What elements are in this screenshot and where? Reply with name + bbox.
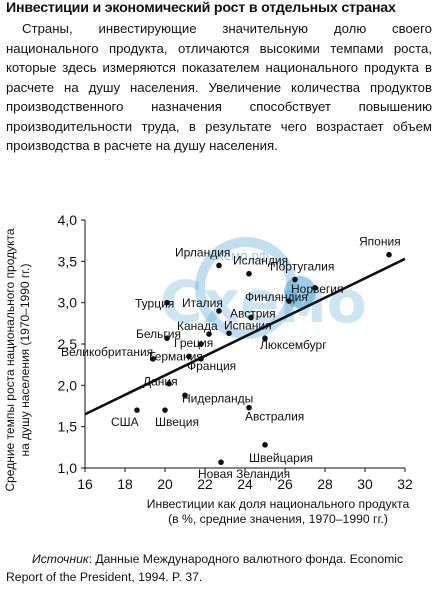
intro-paragraph: Страны, инвестирующие значительную долю … [6, 19, 432, 156]
point-label: Австралия [245, 410, 304, 424]
source-line: Источник: Данные Международного валютног… [6, 550, 432, 586]
data-point [386, 251, 392, 258]
point-label: Греция [174, 336, 213, 350]
x-tick-label: 26 [277, 476, 293, 492]
data-point [150, 356, 156, 362]
x-axis-label: (в %, средние значения, 1970–1990 гг.) [168, 512, 388, 526]
source-text: : Данные Международного валютного фонда.… [6, 552, 404, 584]
data-point [262, 442, 268, 448]
point-label: Швеция [155, 415, 199, 429]
data-points [134, 251, 392, 466]
source-label: Источник [32, 552, 89, 566]
data-point [166, 380, 172, 387]
point-label: Канада [177, 319, 218, 333]
data-point [198, 356, 204, 362]
y-tick-label: 3,0 [58, 295, 78, 311]
point-label: Ирландия [175, 245, 230, 259]
point-label: Великобритания [61, 345, 153, 359]
watermark-dot [284, 276, 316, 308]
data-point [198, 341, 204, 347]
y-tick-label: 1,5 [58, 419, 78, 435]
point-label: Бельгия [136, 327, 181, 341]
data-point [286, 298, 292, 304]
point-label: Португалия [270, 260, 334, 274]
x-tick-label: 32 [397, 476, 413, 492]
point-label: Испания [224, 318, 272, 332]
data-point [226, 330, 232, 337]
point-label: Финляндия [245, 290, 308, 304]
y-tick-label: 1,0 [58, 460, 78, 476]
data-point [206, 331, 212, 337]
data-point [134, 407, 140, 413]
x-tick-label: 24 [237, 476, 253, 492]
x-axis-label: Инвестиции как доля национального продук… [147, 497, 410, 511]
point-label: Новая Зеландия [198, 467, 290, 481]
watermark-text: Схемо [160, 268, 367, 336]
point-label: Швейцария [249, 451, 313, 465]
point-label: Франция [187, 359, 236, 373]
data-point [164, 335, 170, 342]
point-label: Норвегия [291, 282, 344, 296]
intro-text: Страны, инвестирующие значительную долю … [6, 21, 432, 153]
x-tick-label: 20 [157, 476, 173, 492]
data-point [292, 276, 298, 283]
x-tick-label: 16 [77, 476, 93, 492]
page-title: Инвестиции и экономический рост в отдель… [6, 0, 396, 16]
data-point [312, 284, 318, 291]
point-label: Австрия [230, 307, 276, 321]
x-tick-label: 22 [197, 476, 213, 492]
data-point [262, 335, 268, 342]
y-tick-label: 3,5 [58, 253, 78, 269]
x-tick-label: 28 [317, 476, 333, 492]
point-label: Люксембург [260, 338, 327, 352]
y-tick-label: 4,0 [58, 212, 78, 228]
data-point [246, 270, 252, 277]
point-label: Германия [149, 349, 203, 363]
y-tick-label: 2,0 [58, 377, 78, 393]
data-point [186, 353, 192, 360]
point-label: Италия [182, 296, 223, 310]
data-point [182, 392, 188, 399]
point-label: Исландия [233, 254, 288, 268]
data-point [218, 459, 224, 466]
watermark-url: схемо.рф [210, 249, 269, 263]
data-point [248, 314, 254, 321]
chart-axes: 16 18 20 22 24 26 28 30 32 1,0 1,5 2,0 2,5 3,0 3,5 4,0 И… [3, 212, 413, 526]
y-axis-label: Средние темпы роста национального продук… [3, 228, 17, 491]
y-axis-label: на душу населения (1970–1990 гг.) [18, 263, 32, 456]
data-point [164, 299, 170, 306]
scatter-chart: Схемо схемо.рф 16 18 20 22 24 26 28 30 32 1,0 1,5 2,… [3, 212, 413, 526]
point-label: Япония [359, 235, 401, 249]
data-point [162, 407, 168, 413]
point-label: США [111, 415, 139, 429]
data-point [246, 404, 252, 411]
trend-line-group [84, 257, 406, 416]
point-label: Турция [135, 297, 174, 311]
data-point [216, 308, 222, 314]
source-note: Источник: Данные Международного валютног… [6, 550, 432, 586]
data-point [216, 262, 222, 269]
trend-line [84, 257, 406, 416]
y-tick-label: 2,5 [58, 336, 78, 352]
x-tick-label: 18 [117, 476, 133, 492]
watermark: Схемо схемо.рф [160, 237, 367, 339]
point-label: Дания [143, 375, 178, 389]
x-tick-label: 30 [357, 476, 373, 492]
point-label: Нидерланды [182, 391, 253, 405]
